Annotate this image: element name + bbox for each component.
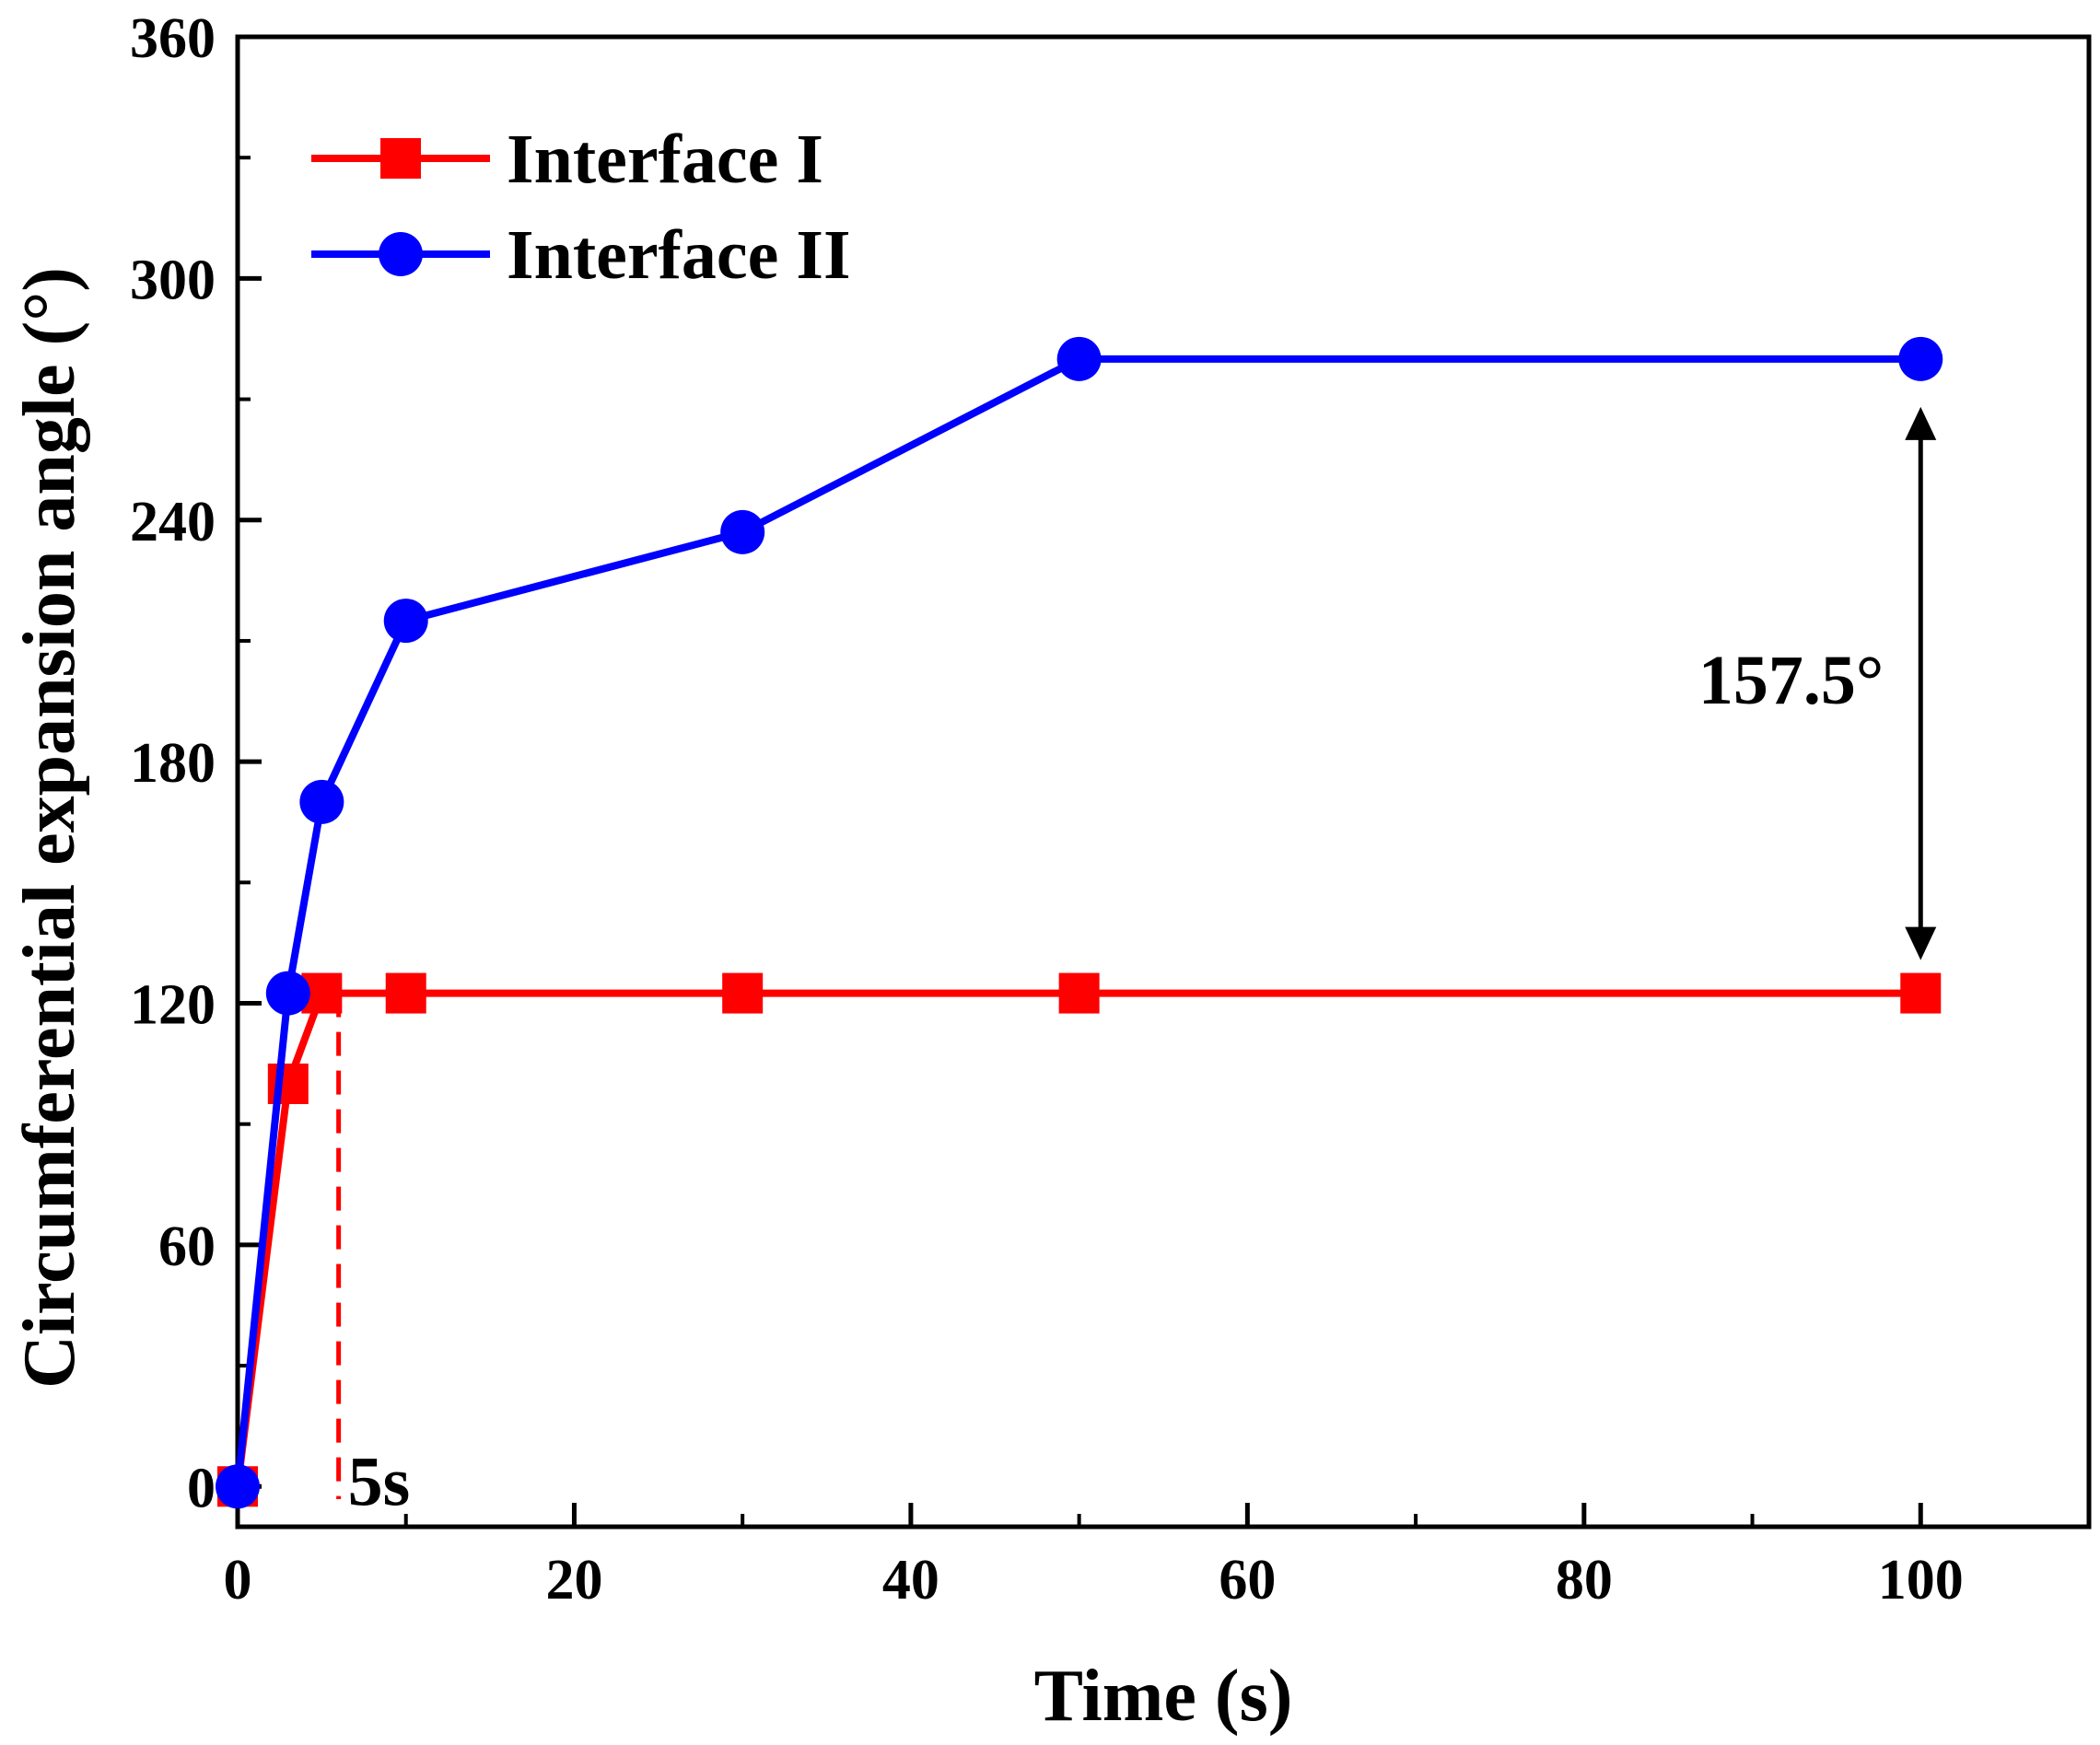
- x-axis: 0 20 40 60 80 100: [224, 1503, 1964, 1611]
- data-point: [216, 1464, 260, 1509]
- data-point: [383, 599, 428, 644]
- x-tick-label: 0: [224, 1549, 252, 1611]
- data-point: [722, 972, 764, 1014]
- x-tick-label: 60: [1219, 1549, 1276, 1611]
- y-tick-label: 300: [130, 249, 216, 311]
- legend-label-interface-ii: Interface II: [507, 216, 851, 294]
- data-point: [1058, 972, 1100, 1014]
- x-tick-label: 40: [882, 1549, 939, 1611]
- series-line: [234, 989, 1921, 1487]
- difference-label: 157.5°: [1698, 642, 1884, 719]
- data-point: [385, 972, 426, 1014]
- y-tick-label: 60: [158, 1216, 216, 1278]
- data-point: [299, 779, 344, 824]
- legend: Interface I Interface II: [311, 121, 851, 294]
- difference-arrow-head-top: [1905, 406, 1937, 440]
- y-tick-label: 360: [130, 7, 216, 70]
- x-axis-title: Time (s): [1034, 1656, 1293, 1737]
- data-point: [1898, 336, 1943, 381]
- data-point: [265, 971, 310, 1016]
- x-tick-label: 80: [1556, 1549, 1613, 1611]
- data-point: [720, 509, 765, 554]
- data-point: [1056, 336, 1102, 381]
- y-axis-title: Circumferential expansion angle (°): [9, 267, 90, 1389]
- y-tick-label: 240: [130, 491, 216, 553]
- series-line: [234, 355, 1921, 1487]
- x-tick-label: 100: [1878, 1549, 1964, 1611]
- legend-marker: [380, 138, 421, 179]
- plot-area: [235, 34, 2092, 1530]
- data-point: [1900, 972, 1942, 1014]
- y-tick-label: 120: [130, 974, 216, 1037]
- plot-frame: [235, 34, 2092, 1530]
- annotations: 5s 157.5°: [336, 406, 1937, 1520]
- difference-arrow-head-bottom: [1905, 926, 1937, 960]
- series-interface-i: [217, 972, 1942, 1507]
- y-tick-label: 0: [187, 1457, 216, 1519]
- series-interface-ii: [216, 336, 1943, 1509]
- y-tick-label: 180: [130, 732, 216, 795]
- legend-marker: [379, 232, 423, 276]
- x-tick-label: 20: [545, 1549, 602, 1611]
- five-seconds-label: 5s: [348, 1443, 411, 1520]
- legend-label-interface-i: Interface I: [507, 121, 823, 198]
- series-layer: [216, 336, 1943, 1509]
- y-axis: 0 60 120 180 240 300 360: [130, 7, 262, 1519]
